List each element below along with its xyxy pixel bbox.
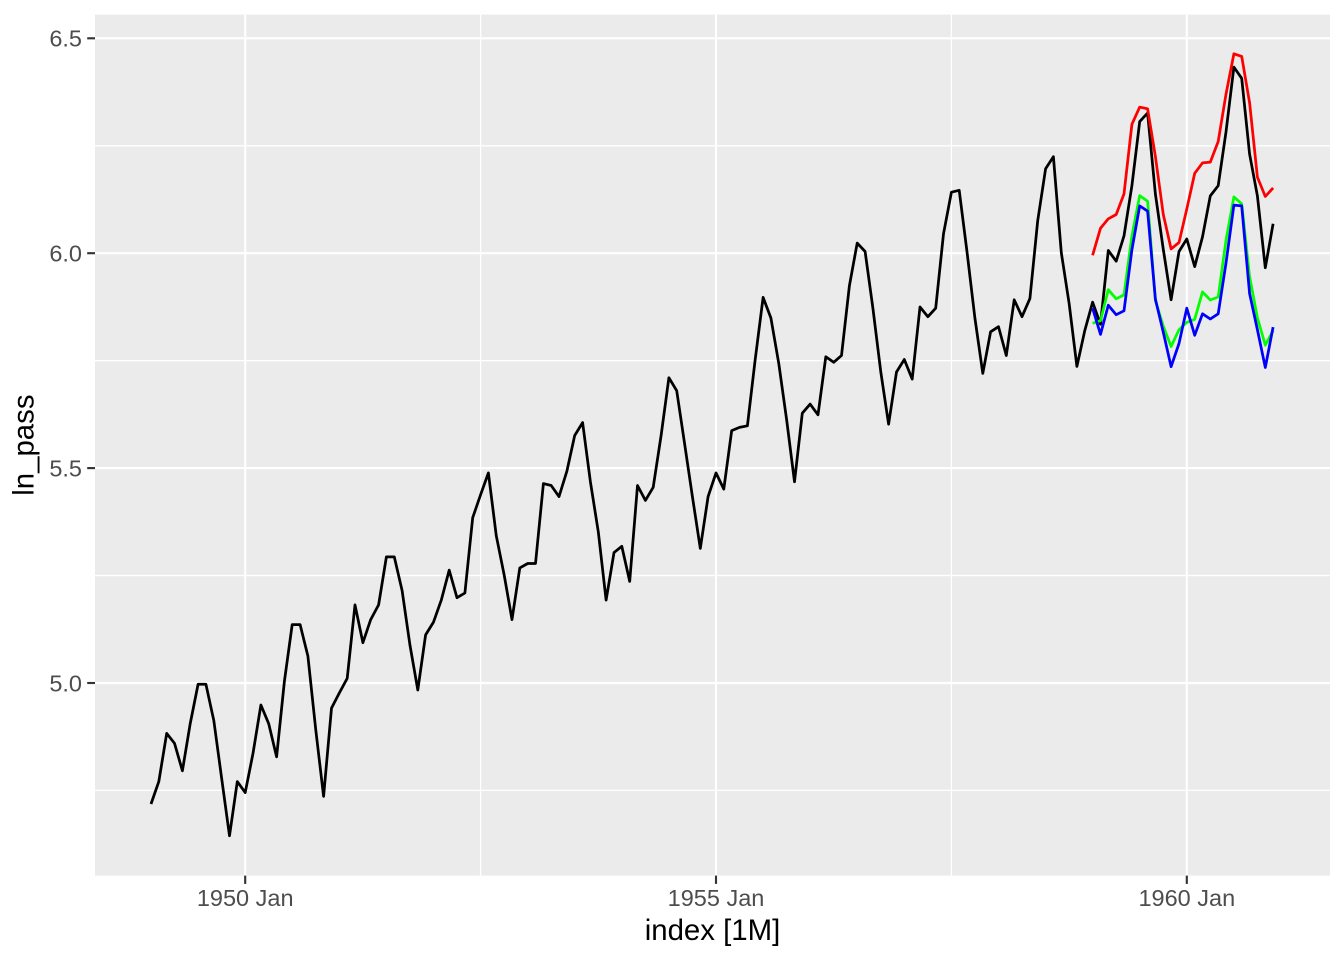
svg-text:5.0: 5.0 <box>49 670 82 696</box>
svg-text:index [1M]: index [1M] <box>645 914 781 947</box>
svg-text:1950 Jan: 1950 Jan <box>197 885 294 911</box>
svg-text:ln_pass: ln_pass <box>8 394 41 495</box>
svg-text:1955 Jan: 1955 Jan <box>668 885 765 911</box>
svg-text:6.0: 6.0 <box>49 241 82 267</box>
svg-text:6.5: 6.5 <box>49 26 82 52</box>
svg-text:1960 Jan: 1960 Jan <box>1138 885 1235 911</box>
svg-text:5.5: 5.5 <box>49 456 82 482</box>
